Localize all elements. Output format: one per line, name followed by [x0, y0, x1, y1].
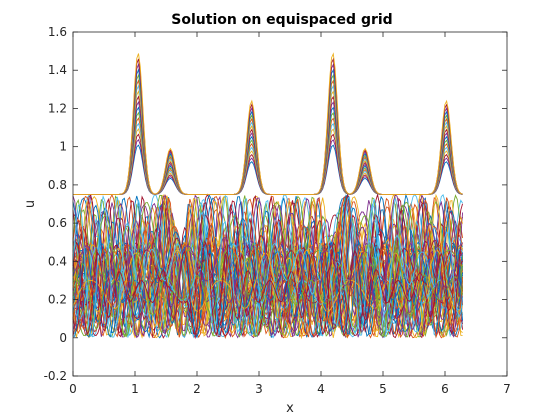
solution-curve: [72, 195, 464, 338]
x-axis-label: x: [286, 401, 294, 416]
solution-curve: [72, 242, 463, 338]
peak-curve: [73, 52, 463, 195]
solution-curve: [72, 241, 463, 337]
y-tick-label: 1: [59, 140, 67, 154]
y-tick-label: 1.4: [48, 63, 67, 77]
y-axis-label: u: [23, 200, 38, 208]
y-tick-label: 0.2: [48, 293, 67, 307]
solution-curve: [72, 241, 463, 338]
solution-curve: [72, 194, 464, 338]
x-tick-label: 2: [193, 382, 201, 396]
y-tick-label: 0.8: [48, 178, 67, 192]
y-tick-label: 1.6: [48, 25, 67, 39]
ticks: 0 1 2 3 4 5 6 7-0.200.20.40.60.811.21.41.6: [44, 25, 511, 396]
solution-curve: [72, 241, 464, 339]
x-tick-label: 1: [131, 382, 139, 396]
x-tick-label: 3: [255, 382, 263, 396]
curves: [72, 52, 464, 340]
axes-box: [72, 31, 508, 377]
x-tick-label: 6: [441, 382, 449, 396]
y-tick-label: 0.4: [48, 254, 67, 268]
x-tick-label: 4: [317, 382, 325, 396]
solution-curve: [72, 244, 463, 337]
solution-curve: [72, 193, 463, 337]
chart-title: Solution on equispaced grid: [171, 12, 392, 28]
x-tick-label: 7: [503, 382, 511, 396]
y-tick-label: 0.6: [48, 216, 67, 230]
solution-curve: [72, 194, 464, 338]
y-tick-label: 1.2: [48, 101, 67, 115]
solution-curve: [72, 196, 464, 339]
plot-area: 0 1 2 3 4 5 6 7-0.200.20.40.60.811.21.41.6: [44, 25, 511, 396]
solution-curve: [72, 249, 463, 339]
x-tick-label: 0: [69, 382, 77, 396]
y-tick-label: -0.2: [44, 369, 67, 383]
y-tick-label: 0: [59, 331, 67, 345]
solution-curve: [72, 196, 463, 338]
x-tick-label: 5: [379, 382, 387, 396]
